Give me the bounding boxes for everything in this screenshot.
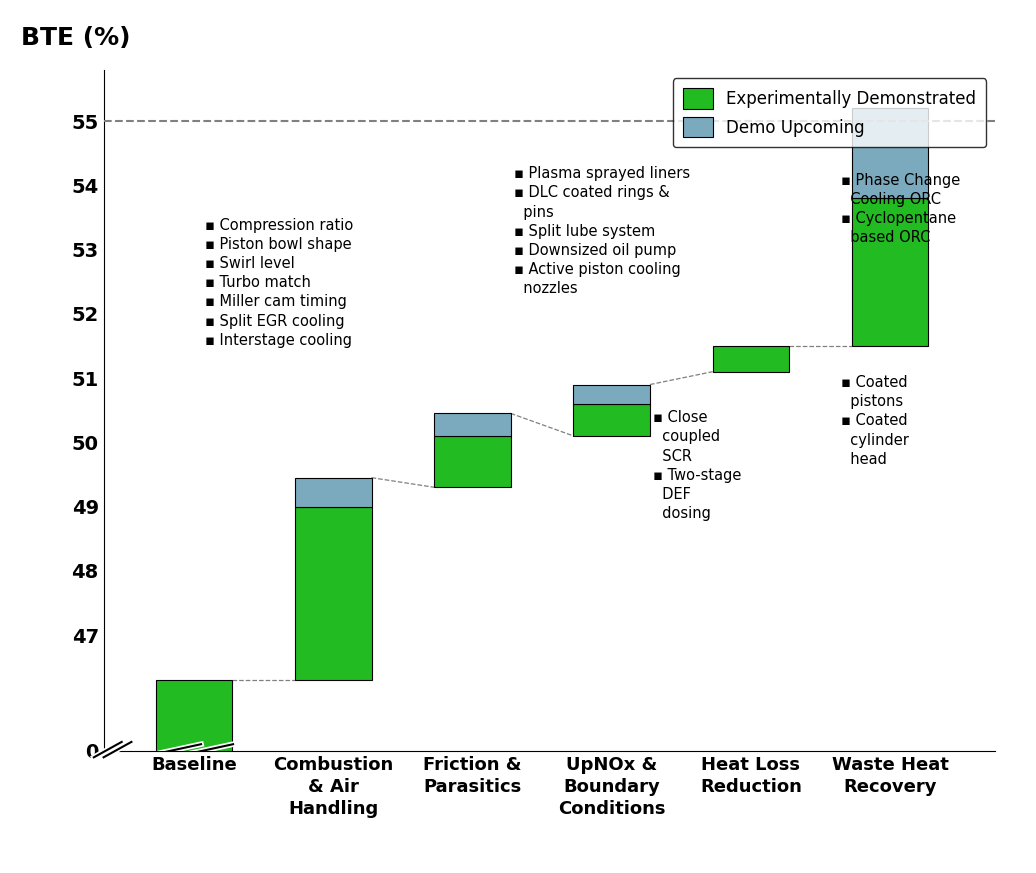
- Legend: Experimentally Demonstrated, Demo Upcoming: Experimentally Demonstrated, Demo Upcomi…: [673, 79, 986, 148]
- Bar: [713, 346, 789, 372]
- Bar: [434, 414, 511, 436]
- Text: ▪ Close
  coupled
  SCR
▪ Two-stage
  DEF
  dosing: ▪ Close coupled SCR ▪ Two-stage DEF dosi…: [654, 410, 742, 521]
- Bar: [155, 680, 232, 751]
- Text: ▪ Phase Change
  Cooling ORC
▪ Cyclopentane
  based ORC: ▪ Phase Change Cooling ORC ▪ Cyclopentan…: [841, 173, 960, 245]
- Bar: [295, 506, 372, 680]
- Bar: [295, 478, 372, 506]
- Bar: [574, 404, 650, 436]
- Bar: [434, 436, 511, 487]
- Bar: [852, 108, 928, 198]
- Text: ▪ Compression ratio
▪ Piston bowl shape
▪ Swirl level
▪ Turbo match
▪ Miller cam: ▪ Compression ratio ▪ Piston bowl shape …: [205, 217, 353, 347]
- Text: ▪ Coated
  pistons
▪ Coated
  cylinder
  head: ▪ Coated pistons ▪ Coated cylinder head: [841, 375, 910, 467]
- Bar: [852, 198, 928, 346]
- Text: BTE (%): BTE (%): [21, 26, 131, 50]
- Text: ▪ Plasma sprayed liners
▪ DLC coated rings &
  pins
▪ Split lube system
▪ Downsi: ▪ Plasma sprayed liners ▪ DLC coated rin…: [514, 166, 690, 296]
- Bar: [574, 384, 650, 404]
